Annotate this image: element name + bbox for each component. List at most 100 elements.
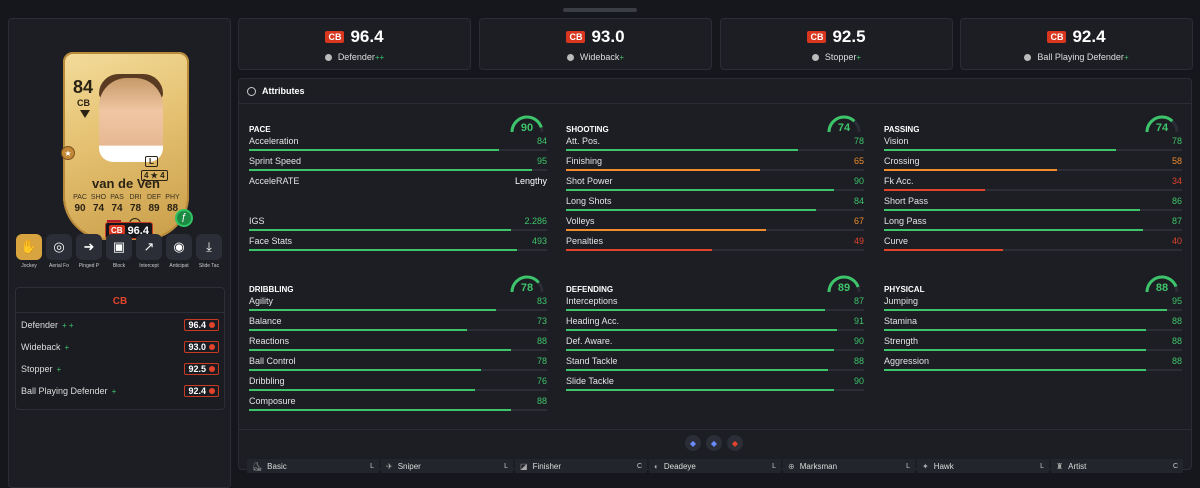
attr-bar-fill [249,349,512,351]
chem-style-item[interactable]: ✈ Sniper L [381,459,513,473]
role-card[interactable]: CB 96.4 Defender++ [238,18,471,70]
playstyle-icon: ▣ [106,234,132,260]
attr-bar-fill [566,389,835,391]
attr-bar-fill [884,189,986,191]
playstyle-label: Block [112,263,126,269]
chem-style-item[interactable]: ⊕ Marksman L [783,459,915,473]
attr-gauge-value: 74 [837,122,851,134]
attr-value: 493 [531,236,547,246]
attr-row: Stand Tackle 88 [566,353,864,373]
role-row[interactable]: Defender + + 96.4 [21,318,219,332]
attr-bar [566,329,864,331]
attr-row: AcceleRATE Lengthy [249,173,547,193]
role-value-text: 93.0 [188,342,206,352]
attr-value: Lengthy [514,176,547,186]
gauge-icon [247,86,256,96]
chemistry-icon[interactable]: ƒ [175,209,193,227]
role-row[interactable]: Wideback +93.0 [21,340,219,354]
playstyle-item[interactable]: ▣ Block [106,234,132,269]
attr-gauge-value: 90 [520,122,534,134]
playstyle-item[interactable]: ✋ Jockey [16,234,42,269]
chem-filter-icon-1[interactable]: ◆ [685,435,701,451]
attr-bar [249,249,547,251]
attr-bar [566,189,864,191]
drag-handle[interactable] [563,8,637,12]
chem-style-item[interactable]: ♜ Artist C [1051,459,1183,473]
attr-value: 58 [1171,156,1182,166]
playstyle-item[interactable]: ◎ Aerial Fo [46,234,72,269]
attr-value: 78 [536,356,547,366]
chem-style-item[interactable]: ◐ Deadeye L [649,459,781,473]
attr-bar-fill [884,349,1147,351]
attributes-title: Attributes [262,86,305,96]
attr-name: Def. Aware. [566,336,613,346]
attr-row: Reactions 88 [249,333,547,353]
attr-gauge-value: 89 [837,282,851,294]
attr-group-name: DRIBBLING [249,285,294,294]
role-card[interactable]: CB 93.0 Wideback+ [479,18,712,70]
attr-value: 87 [853,296,864,306]
attr-bar-fill [566,249,713,251]
attr-bar [566,229,864,231]
role-row[interactable]: Stopper +92.5 [21,362,219,376]
playstyle-icon: ◉ [166,234,192,260]
attr-bar-fill [884,309,1168,311]
attr-name: Att. Pos. [566,136,601,146]
role-card[interactable]: CB 92.5 Stopper+ [720,18,953,70]
chem-style-level: L [504,462,508,470]
playstyle-item[interactable]: ◉ Anticipat [166,234,192,269]
attr-gauge-value: 88 [1155,282,1169,294]
attr-bar-fill [249,409,512,411]
attr-bar-fill [566,349,835,351]
playstyle-item[interactable]: ⤓ Slide Tac [196,234,222,269]
role-card-name: Ball Playing Defender [1037,52,1124,62]
chem-filter-icon-2[interactable]: ◆ [706,435,722,451]
attr-group-name: PASSING [884,125,920,134]
attr-bar-fill [884,249,1004,251]
role-list-header: CB [112,296,128,307]
attr-bar-fill [249,389,476,391]
attr-bar-fill [249,329,467,331]
skill-weak-foot: 4 ★ 4 [141,170,168,181]
card-position: CB [77,98,90,108]
role-card-bottom: Defender++ [239,52,470,62]
role-card-top: CB 96.4 [239,27,470,47]
attr-value: 88 [1171,336,1182,346]
attr-bar [249,169,547,171]
playstyle-item[interactable]: ↗ Intercept [136,234,162,269]
chem-filter-icon-3[interactable]: ◆ [727,435,743,451]
role-icon [209,344,215,350]
role-plus: + + [62,320,74,330]
role-card-tag: CB [325,31,345,43]
attr-group-name: DEFENDING [566,285,614,294]
chem-style-item[interactable]: ✦ Hawk L [917,459,1049,473]
attr-name: Short Pass [884,196,929,206]
chem-style-item[interactable]: ⛸ Basic L [247,459,379,473]
attr-name: Heading Acc. [566,316,620,326]
attributes-panel: Attributes PACE 90 Acceleration 84 Sprint Sp… [238,78,1192,473]
attr-bar-fill [566,369,829,371]
role-value: 93.0 [184,341,219,353]
playstyle-label: Aerial Fo [48,263,69,269]
chem-style-icon: ◪ [520,461,528,471]
playstyle-label: Slide Tac [198,263,220,269]
chem-style-item[interactable]: ◪ Finisher C [515,459,647,473]
attr-name: AcceleRATE [249,176,300,186]
role-card[interactable]: CB 92.4 Ball Playing Defender+ [960,18,1193,70]
playstyle-icon: ✋ [16,234,42,260]
playstyle-item[interactable]: ➜ Pinged P [76,234,102,269]
attr-bar [566,249,864,251]
chem-style-filter: ◆ ◆ ◆ [685,435,743,451]
attr-row: Vision 78 [884,133,1182,153]
role-name: Defender [21,320,59,330]
role-icon [209,366,215,372]
attr-value: 90 [853,336,864,346]
role-row[interactable]: Ball Playing Defender +92.4 [21,384,219,398]
attr-bar-fill [884,329,1147,331]
card-stat-label: PHY [165,194,180,201]
card-stat-value: 90 [74,203,86,214]
attr-name: Strength [884,336,919,346]
attr-bar [566,169,864,171]
attr-name: Stamina [884,316,918,326]
attr-value: 84 [536,136,547,146]
